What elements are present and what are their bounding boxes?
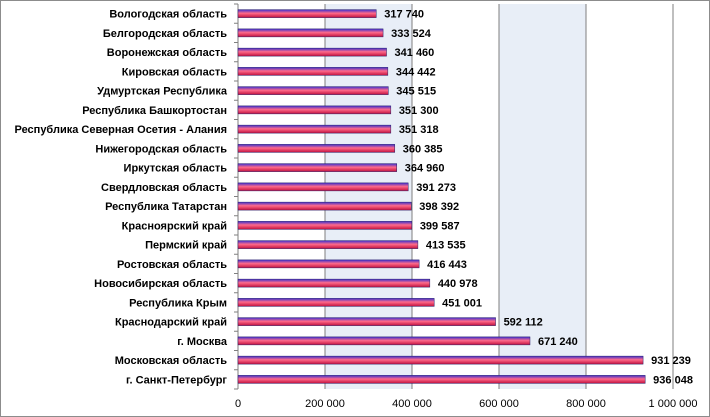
bar bbox=[237, 28, 384, 38]
category-label: Пермский край bbox=[145, 240, 227, 252]
data-label: 936 048 bbox=[653, 374, 693, 386]
bar bbox=[237, 278, 431, 288]
category-label: Ростовская область bbox=[117, 259, 227, 271]
data-label: 345 515 bbox=[396, 86, 436, 98]
data-label: 344 442 bbox=[396, 66, 436, 78]
category-label: Нижегородская область bbox=[95, 143, 227, 155]
bar bbox=[237, 298, 435, 307]
bar bbox=[237, 336, 531, 346]
data-label: 333 524 bbox=[391, 28, 432, 40]
bar bbox=[237, 67, 389, 76]
category-label: Свердловская область bbox=[101, 182, 227, 194]
x-tick-label: 0 bbox=[235, 398, 241, 410]
data-label: 351 318 bbox=[399, 124, 439, 136]
data-label: 341 460 bbox=[395, 47, 435, 59]
bar bbox=[237, 86, 389, 95]
bar bbox=[237, 355, 644, 365]
category-label: Краснодарский край bbox=[115, 317, 227, 329]
data-label: 451 001 bbox=[442, 297, 482, 309]
category-label: Воронежская область bbox=[107, 47, 227, 59]
bar bbox=[237, 317, 496, 326]
bar bbox=[237, 221, 413, 230]
data-label: 360 385 bbox=[403, 143, 443, 155]
category-label: Республика Татарстан bbox=[105, 201, 227, 213]
category-label: Вологодская область bbox=[109, 9, 227, 21]
data-label: 398 392 bbox=[419, 201, 459, 213]
bar bbox=[237, 375, 646, 384]
category-label: Удмуртская Республика bbox=[97, 86, 228, 98]
category-label: Новосибирская область bbox=[94, 278, 227, 290]
category-label: Кировская область bbox=[122, 66, 227, 78]
bar bbox=[237, 105, 392, 115]
data-label: 351 300 bbox=[399, 105, 439, 117]
category-label: Красноярский край bbox=[122, 220, 227, 232]
x-tick-label: 200 000 bbox=[305, 398, 345, 410]
category-label: Московская область bbox=[115, 355, 227, 367]
data-label: 317 740 bbox=[384, 9, 424, 21]
x-tick-label: 400 000 bbox=[392, 398, 432, 410]
category-label: Республика Крым bbox=[129, 297, 227, 309]
category-label: г. Москва bbox=[177, 336, 228, 348]
x-tick-label: 800 000 bbox=[566, 398, 606, 410]
bar bbox=[237, 163, 398, 172]
category-label: г. Санкт-Петербург bbox=[126, 374, 227, 386]
category-label: Республика Башкортостан bbox=[82, 105, 227, 117]
data-label: 399 587 bbox=[420, 220, 460, 232]
data-label: 391 273 bbox=[416, 182, 456, 194]
category-label: Иркутская область bbox=[124, 163, 228, 175]
data-label: 364 960 bbox=[405, 163, 445, 175]
bar bbox=[237, 182, 409, 192]
x-tick-label: 600 000 bbox=[479, 398, 519, 410]
plot-band bbox=[499, 4, 586, 389]
data-label: 413 535 bbox=[426, 240, 466, 252]
bar bbox=[237, 124, 392, 134]
bar bbox=[237, 47, 387, 57]
bar bbox=[237, 259, 420, 269]
category-label: Республика Северная Осетия - Алания bbox=[15, 124, 227, 136]
plot-band bbox=[325, 4, 412, 389]
bar bbox=[237, 144, 396, 153]
data-label: 416 443 bbox=[427, 259, 467, 271]
data-label: 440 978 bbox=[438, 278, 478, 290]
bar bbox=[237, 240, 419, 249]
bar bbox=[237, 9, 377, 18]
x-tick-label: 1 000 000 bbox=[649, 398, 698, 410]
data-label: 671 240 bbox=[538, 336, 578, 348]
category-label: Белгородская область bbox=[103, 28, 227, 40]
bar bbox=[237, 201, 412, 211]
data-label: 592 112 bbox=[504, 317, 543, 329]
data-label: 931 239 bbox=[651, 355, 691, 367]
